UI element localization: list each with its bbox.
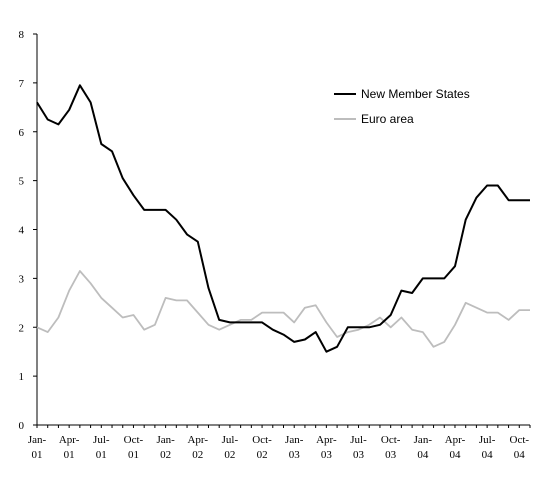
legend-label: Euro area	[361, 112, 414, 126]
y-tick-label: 2	[19, 322, 25, 334]
x-tick-label-year: 01	[128, 449, 139, 461]
y-tick-label: 0	[19, 420, 25, 432]
x-tick-label: Jan-	[28, 434, 47, 446]
x-tick-label-year: 04	[417, 449, 429, 461]
y-tick-label: 4	[19, 225, 25, 237]
axes: 012345678Jan-01Apr-01Jul-01Oct-01Jan-02A…	[19, 29, 531, 461]
y-tick-label: 5	[19, 176, 25, 188]
series-line-euro-area	[36, 270, 530, 348]
x-tick-label-year: 03	[385, 449, 397, 461]
y-tick-label: 1	[19, 371, 25, 383]
x-tick-label-year: 04	[482, 449, 494, 461]
x-tick-label-year: 03	[353, 449, 365, 461]
x-tick-label: Oct-	[124, 434, 144, 446]
x-tick-label: Jan-	[414, 434, 433, 446]
x-tick-label: Jul-	[350, 434, 367, 446]
series-line-new-member-states	[36, 84, 530, 353]
x-tick-label-year: 02	[224, 449, 235, 461]
y-tick-label: 6	[19, 127, 25, 139]
series-layer	[36, 84, 530, 353]
x-tick-label: Jul-	[222, 434, 239, 446]
x-tick-label-year: 02	[192, 449, 203, 461]
x-tick-label: Oct-	[252, 434, 272, 446]
x-tick-label-year: 02	[257, 449, 268, 461]
x-tick-label-year: 01	[32, 449, 43, 461]
x-tick-label: Jan-	[156, 434, 175, 446]
y-tick-label: 7	[19, 78, 25, 90]
legend: New Member States Euro area	[334, 87, 470, 126]
x-tick-label-year: 03	[321, 449, 333, 461]
x-tick-label: Apr-	[316, 434, 337, 446]
x-tick-label: Apr-	[59, 434, 80, 446]
x-tick-label: Apr-	[445, 434, 466, 446]
x-tick-label: Jan-	[285, 434, 304, 446]
x-tick-label: Jul-	[479, 434, 496, 446]
y-tick-label: 3	[19, 273, 25, 285]
x-tick-label-year: 02	[160, 449, 171, 461]
legend-label: New Member States	[361, 87, 470, 101]
x-tick-label: Oct-	[510, 434, 530, 446]
x-tick-label-year: 03	[289, 449, 301, 461]
x-tick-label-year: 04	[449, 449, 461, 461]
x-tick-label: Apr-	[187, 434, 208, 446]
x-tick-label: Oct-	[381, 434, 401, 446]
x-tick-label-year: 04	[514, 449, 526, 461]
x-tick-label-year: 01	[64, 449, 75, 461]
x-tick-label: Jul-	[93, 434, 110, 446]
x-tick-label-year: 01	[96, 449, 107, 461]
y-tick-label: 8	[19, 29, 25, 41]
